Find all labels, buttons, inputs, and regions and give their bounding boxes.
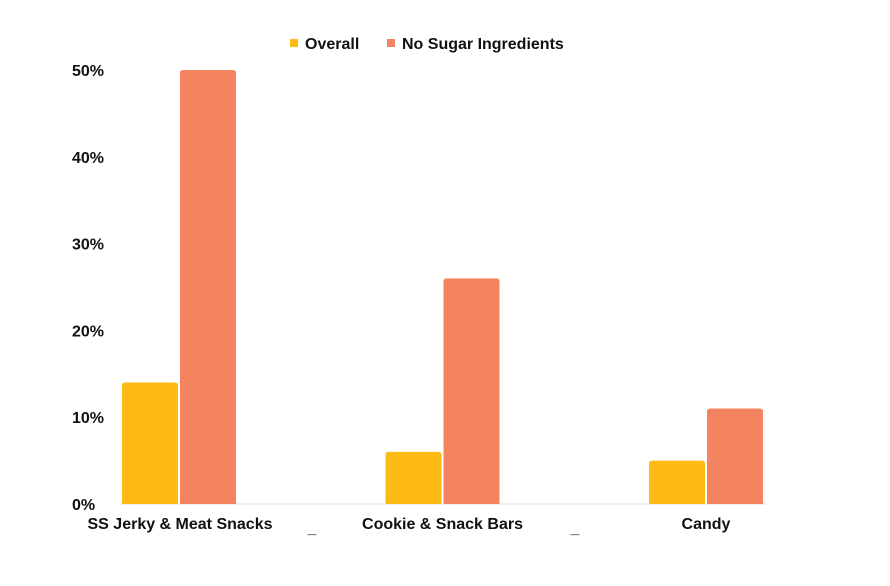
y-tick-label: 20% [72, 323, 104, 340]
x-axis: SS Jerky & Meat Snacks Cookie & Snack Bar… [88, 516, 731, 537]
y-tick-label: 50% [72, 63, 104, 80]
category-label: SS Jerky & Meat Snacks [88, 516, 273, 533]
category-separator: _ [307, 520, 318, 537]
bar-overall-1 [385, 451, 442, 504]
bar-no-sugar-0 [180, 70, 236, 504]
y-tick-label: 30% [72, 237, 104, 254]
category-separator: _ [570, 520, 581, 537]
bars-group [122, 70, 763, 504]
legend-swatch-overall [290, 39, 298, 47]
category-label: Candy [682, 516, 731, 533]
chart-legend: Overall No Sugar Ingredients [290, 36, 564, 53]
bar-overall-2 [649, 460, 705, 504]
y-tick-label: 10% [72, 410, 104, 427]
legend-label: No Sugar Ingredients [402, 36, 564, 53]
y-tick-label: 40% [72, 150, 104, 167]
legend-swatch-no-sugar [387, 39, 395, 47]
legend-label: Overall [305, 36, 359, 53]
y-tick-label: 0% [72, 497, 95, 514]
category-label: Cookie & Snack Bars [362, 516, 523, 533]
bar-overall-0 [122, 382, 178, 504]
y-axis: 0% 10% 20% 30% 40% 50% [72, 63, 104, 514]
bar-no-sugar-2 [707, 408, 763, 504]
bar-no-sugar-1 [443, 278, 500, 504]
